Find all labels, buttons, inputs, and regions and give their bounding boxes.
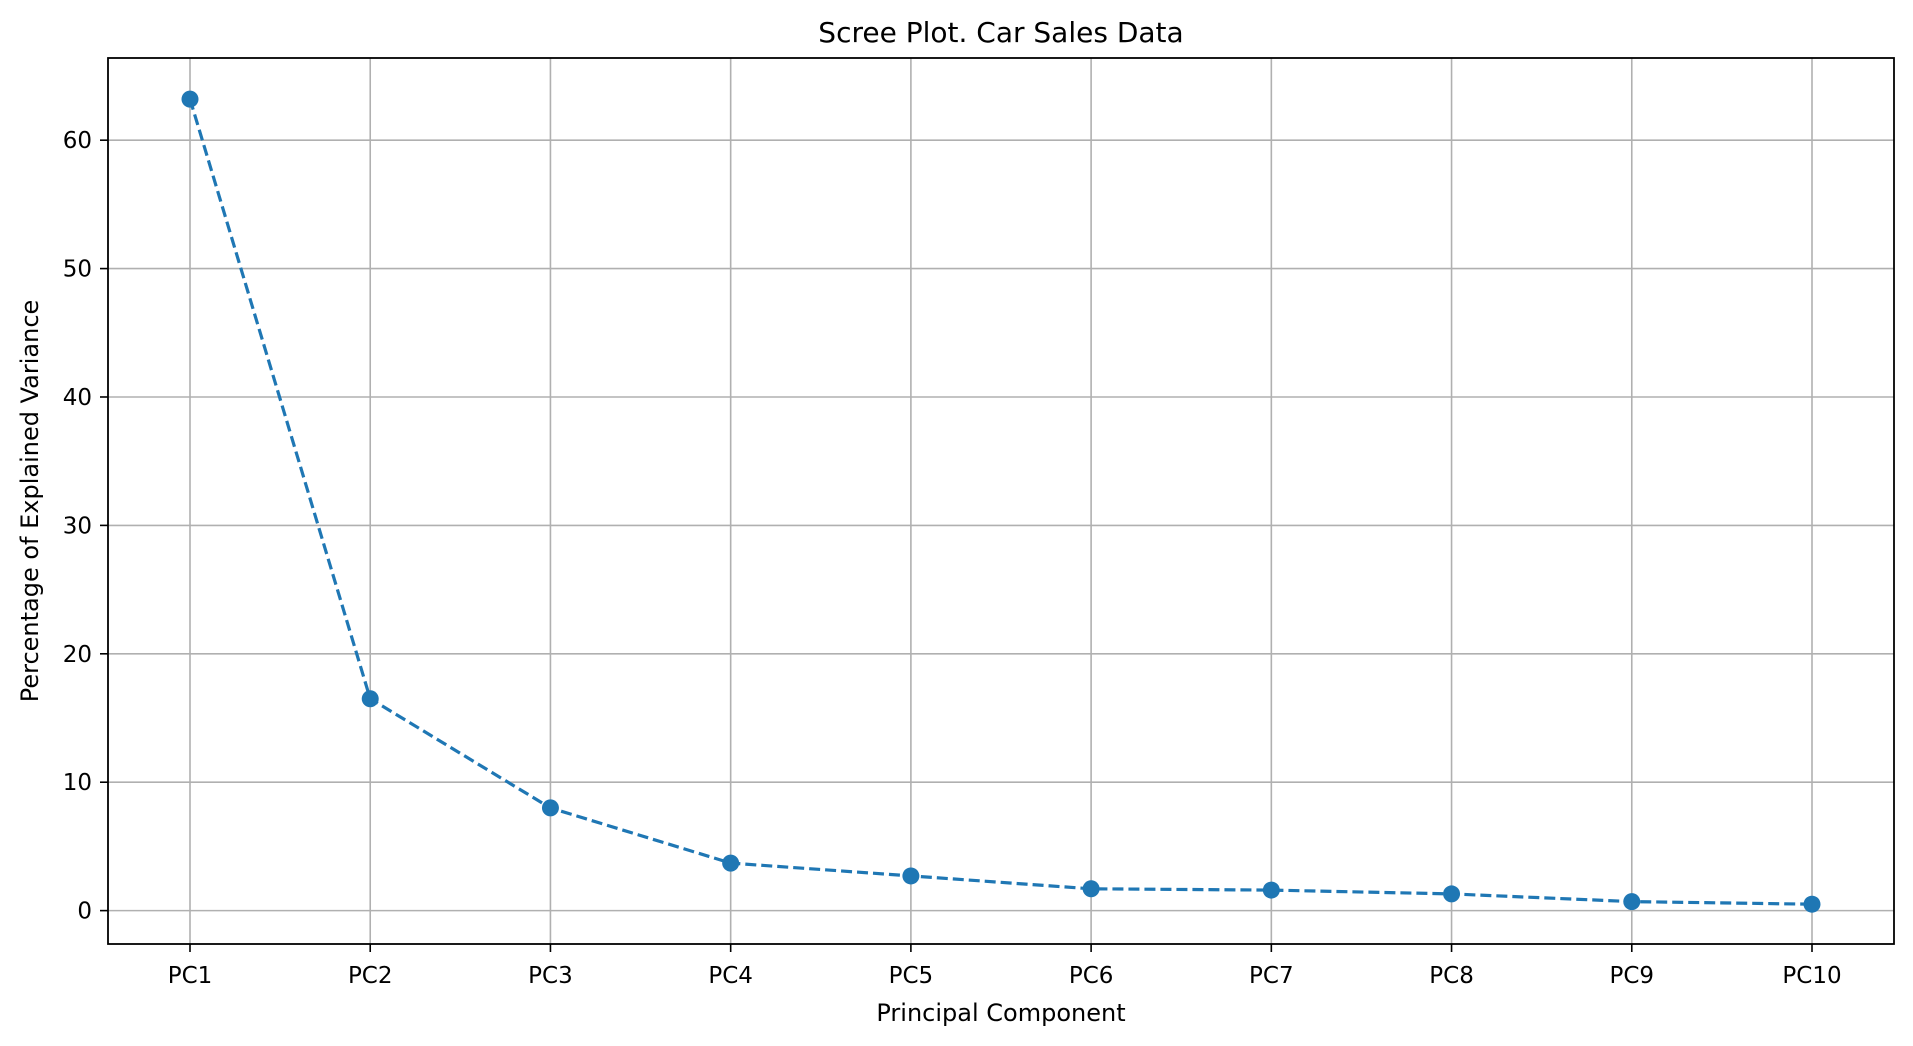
- plot-frame: [107, 57, 1895, 945]
- y-tick-label: 0: [77, 899, 92, 925]
- data-point: [1623, 893, 1641, 911]
- y-tick-label: 50: [63, 257, 92, 283]
- series-markers: [181, 90, 1821, 913]
- x-tick-label: PC8: [1429, 963, 1474, 989]
- chart-title: Scree Plot. Car Sales Data: [818, 16, 1183, 49]
- y-tick-label: 60: [63, 128, 92, 154]
- x-axis-label: Principal Component: [876, 999, 1125, 1027]
- x-tick-label: PC4: [708, 963, 753, 989]
- y-tick-label: 40: [63, 385, 92, 411]
- y-tick-label: 20: [63, 642, 92, 668]
- x-tick-label: PC9: [1609, 963, 1654, 989]
- data-point: [722, 854, 740, 872]
- y-tick-label: 30: [63, 513, 92, 539]
- x-tick-label: PC1: [168, 963, 213, 989]
- x-tick-label: PC5: [889, 963, 934, 989]
- y-tick-label: 10: [63, 770, 92, 796]
- data-point: [541, 799, 559, 817]
- grid: [108, 58, 1894, 944]
- x-tick-label: PC3: [528, 963, 573, 989]
- x-tick-label: PC10: [1782, 963, 1841, 989]
- data-point: [1262, 881, 1280, 899]
- data-point: [1082, 880, 1100, 898]
- data-point: [1803, 895, 1821, 913]
- tick-labels: PC1 PC2 PC3 PC4 PC5 PC6 PC7 PC8 PC9 PC10 0 10 20 30 40…: [63, 128, 1842, 989]
- data-point: [902, 867, 920, 885]
- data-point: [1443, 885, 1461, 903]
- y-axis-label: Percentage of Explained Variance: [16, 300, 44, 703]
- axis-ticks: [100, 139, 1813, 952]
- series-line: [188, 98, 1813, 906]
- x-tick-label: PC6: [1069, 963, 1114, 989]
- data-point: [181, 90, 199, 108]
- x-tick-label: PC2: [348, 963, 393, 989]
- data-point: [361, 690, 379, 708]
- x-tick-label: PC7: [1249, 963, 1294, 989]
